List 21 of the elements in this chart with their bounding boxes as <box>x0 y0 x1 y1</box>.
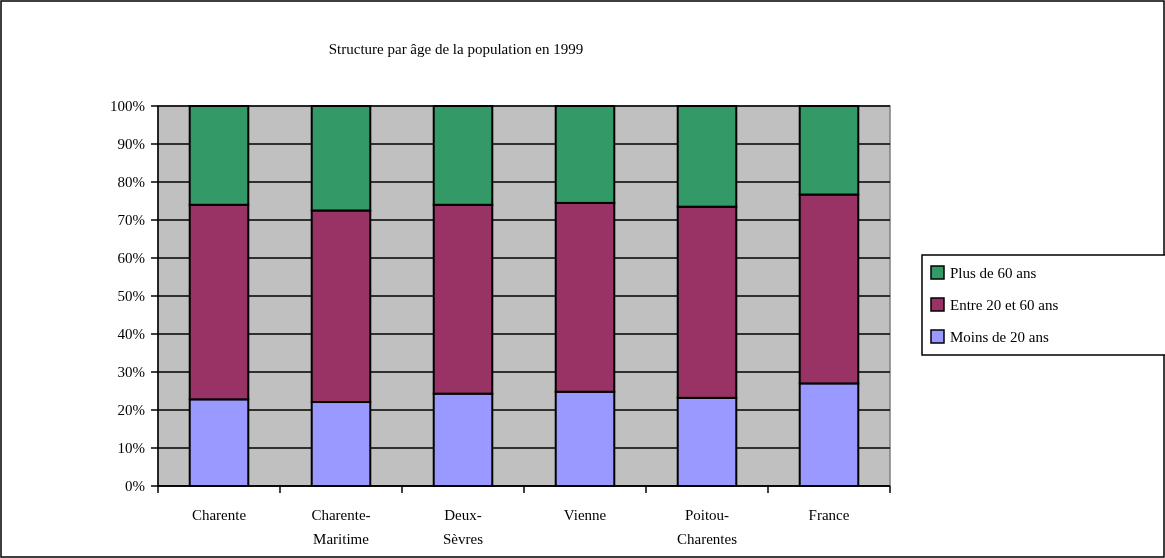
x-tick-label: France <box>808 507 850 523</box>
y-tick-label: 70% <box>117 212 145 229</box>
x-tick-label: Charente-Maritime <box>311 507 371 547</box>
y-tick-label: 20% <box>117 402 145 419</box>
y-tick-label: 50% <box>117 288 145 305</box>
y-tick-label: 100% <box>110 98 145 115</box>
y-tick-label: 80% <box>117 174 145 191</box>
legend-label: Moins de 20 ans <box>950 329 1049 346</box>
chart-title: Structure par âge de la population en 1999 <box>328 41 584 57</box>
legend-label: Entre 20 et 60 ans <box>950 297 1059 314</box>
x-tick-label: Deux-Sèvres <box>443 507 484 547</box>
y-tick-label: 60% <box>117 250 145 267</box>
x-tick-label: Poitou-Charentes <box>677 507 738 547</box>
x-tick-label: Charente <box>191 507 247 523</box>
y-tick-label: 10% <box>117 440 145 457</box>
x-tick-label: Vienne <box>563 507 607 523</box>
y-tick-label: 40% <box>117 326 145 343</box>
legend-label: Plus de 60 ans <box>950 265 1037 282</box>
y-tick-label: 30% <box>117 364 145 381</box>
y-tick-label: 0% <box>125 478 145 495</box>
y-tick-label: 90% <box>117 136 145 153</box>
